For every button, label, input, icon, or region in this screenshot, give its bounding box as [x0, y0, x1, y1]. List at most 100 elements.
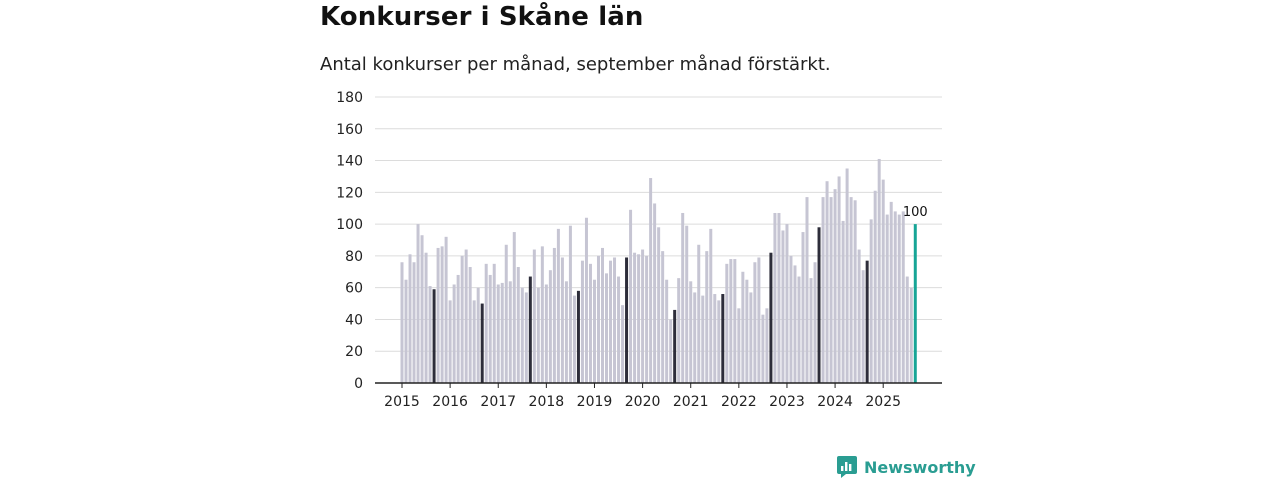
bar[interactable]	[801, 232, 805, 383]
bar[interactable]	[713, 294, 717, 383]
bar[interactable]	[761, 314, 765, 383]
bar[interactable]	[709, 228, 713, 383]
bar-september[interactable]	[576, 290, 580, 383]
bar[interactable]	[901, 211, 905, 383]
bar-september[interactable]	[528, 276, 532, 383]
bar-september[interactable]	[817, 227, 821, 383]
bar[interactable]	[596, 255, 600, 383]
bar[interactable]	[725, 263, 729, 383]
bar[interactable]	[420, 235, 424, 383]
bar[interactable]	[845, 168, 849, 384]
bar[interactable]	[428, 286, 432, 383]
bar[interactable]	[737, 308, 741, 383]
bar[interactable]	[436, 247, 440, 383]
bar[interactable]	[649, 178, 653, 383]
bar[interactable]	[532, 249, 536, 383]
bar[interactable]	[564, 281, 568, 383]
bar[interactable]	[552, 247, 556, 383]
bar[interactable]	[472, 300, 476, 383]
bar[interactable]	[741, 271, 745, 383]
bar[interactable]	[641, 249, 645, 383]
bar[interactable]	[556, 228, 560, 383]
bar[interactable]	[829, 197, 833, 383]
bar[interactable]	[893, 211, 897, 383]
bar[interactable]	[729, 259, 733, 383]
bar[interactable]	[448, 300, 452, 383]
bar[interactable]	[605, 273, 609, 383]
bar[interactable]	[568, 225, 572, 383]
bar[interactable]	[813, 262, 817, 383]
bar[interactable]	[689, 281, 693, 383]
bar[interactable]	[657, 227, 661, 383]
bar[interactable]	[693, 292, 697, 383]
bar[interactable]	[825, 181, 829, 383]
bar[interactable]	[476, 287, 480, 383]
bar[interactable]	[881, 179, 885, 383]
bar-september[interactable]	[769, 252, 773, 383]
bar[interactable]	[629, 209, 633, 383]
bar[interactable]	[645, 255, 649, 383]
bar[interactable]	[601, 247, 604, 383]
bar[interactable]	[520, 287, 524, 383]
bar[interactable]	[757, 257, 761, 383]
bar[interactable]	[861, 270, 865, 383]
bar[interactable]	[609, 260, 613, 383]
bar[interactable]	[584, 217, 588, 383]
bar[interactable]	[685, 225, 689, 383]
bar[interactable]	[408, 254, 412, 383]
bar-current-month[interactable]	[913, 224, 917, 383]
bar[interactable]	[781, 230, 785, 383]
bar[interactable]	[905, 276, 909, 383]
bar[interactable]	[504, 244, 508, 383]
bar-september[interactable]	[432, 289, 436, 383]
bar[interactable]	[452, 284, 456, 383]
bar[interactable]	[833, 189, 837, 383]
bar[interactable]	[536, 287, 540, 383]
bar[interactable]	[484, 263, 488, 383]
bar[interactable]	[661, 251, 665, 383]
bar-september[interactable]	[721, 294, 725, 383]
bar[interactable]	[785, 224, 789, 383]
bar[interactable]	[637, 254, 641, 383]
bar[interactable]	[885, 214, 889, 383]
bar[interactable]	[500, 282, 504, 383]
bar[interactable]	[544, 284, 548, 383]
bar-september[interactable]	[480, 303, 484, 383]
bar[interactable]	[873, 190, 877, 383]
bar[interactable]	[677, 278, 681, 383]
bar[interactable]	[789, 255, 793, 383]
bar[interactable]	[516, 267, 520, 383]
bar[interactable]	[837, 176, 841, 383]
bar[interactable]	[669, 319, 673, 383]
bar[interactable]	[580, 260, 584, 383]
bar[interactable]	[793, 265, 797, 383]
bar[interactable]	[857, 249, 861, 383]
bar[interactable]	[424, 252, 428, 383]
bar[interactable]	[508, 281, 512, 383]
bar[interactable]	[777, 212, 781, 383]
bar[interactable]	[444, 236, 448, 383]
bar[interactable]	[805, 197, 809, 383]
bar[interactable]	[733, 259, 737, 383]
bar[interactable]	[753, 262, 757, 383]
bar[interactable]	[681, 212, 685, 383]
bar[interactable]	[548, 270, 552, 383]
bar[interactable]	[889, 201, 893, 383]
bar[interactable]	[841, 220, 845, 383]
bar[interactable]	[745, 279, 749, 383]
bar[interactable]	[416, 224, 420, 383]
bar[interactable]	[633, 252, 637, 383]
bar-september[interactable]	[673, 309, 677, 383]
bar[interactable]	[512, 232, 516, 383]
bar[interactable]	[456, 274, 460, 383]
bar[interactable]	[705, 251, 709, 383]
bar[interactable]	[665, 279, 669, 383]
bar[interactable]	[697, 244, 701, 383]
bar[interactable]	[412, 262, 416, 383]
bar[interactable]	[821, 197, 825, 383]
bar[interactable]	[588, 263, 592, 383]
bar[interactable]	[869, 219, 873, 383]
bar[interactable]	[560, 257, 564, 383]
bar[interactable]	[717, 300, 721, 383]
bar[interactable]	[572, 295, 576, 383]
